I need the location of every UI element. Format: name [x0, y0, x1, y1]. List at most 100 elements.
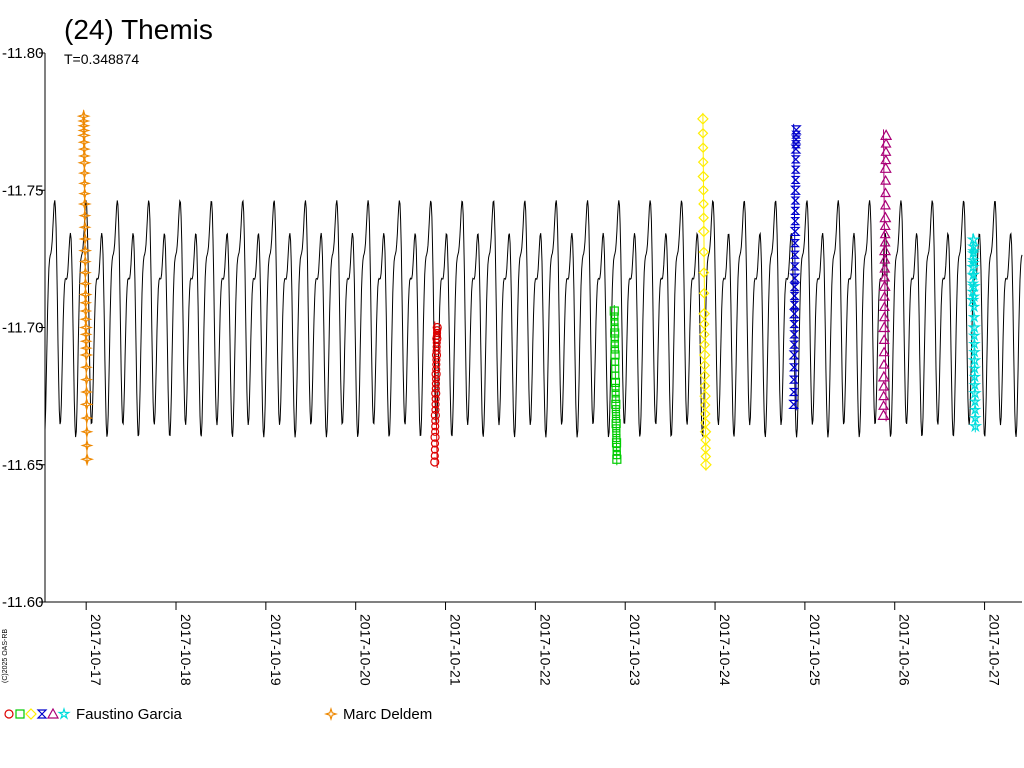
data-point — [79, 373, 94, 387]
data-point — [432, 328, 442, 338]
data-point — [77, 196, 92, 211]
data-point — [80, 425, 94, 439]
data-point — [880, 187, 892, 198]
data-point — [80, 411, 94, 425]
data-point — [699, 380, 711, 392]
data-point — [80, 438, 94, 453]
data-point — [77, 149, 91, 163]
series-square — [609, 305, 622, 466]
data-point — [611, 418, 621, 429]
series-star — [966, 232, 983, 433]
legend-label: Marc Deldem — [343, 706, 432, 723]
data-point — [968, 386, 982, 400]
data-point — [878, 301, 890, 312]
data-point — [79, 397, 94, 412]
data-point — [968, 361, 982, 375]
data-point — [790, 238, 801, 248]
x-tick-label: 2017-10-22 — [537, 614, 553, 686]
data-point — [878, 380, 890, 391]
data-point — [431, 405, 440, 414]
data-point — [968, 403, 982, 416]
data-point — [611, 371, 620, 380]
data-point — [879, 228, 891, 239]
legend-symbol-triangle — [46, 707, 60, 719]
data-point — [611, 399, 621, 409]
data-point — [790, 165, 801, 174]
data-point — [966, 232, 981, 246]
data-point — [880, 146, 892, 156]
data-point — [80, 452, 95, 467]
data-point — [698, 349, 711, 361]
data-point — [611, 409, 621, 419]
data-point — [431, 374, 441, 384]
data-point — [611, 414, 621, 423]
data-point — [611, 438, 622, 448]
legend-symbol-diamond — [25, 708, 37, 720]
y-tick-label: -11.75 — [2, 182, 43, 199]
data-point — [611, 389, 620, 398]
legend: Faustino Garcia Marc Deldem — [4, 706, 432, 723]
data-point — [788, 375, 799, 384]
data-point — [789, 273, 801, 283]
x-tick-label: 2017-10-25 — [807, 614, 823, 686]
data-point — [432, 355, 441, 364]
x-tick-label: 2017-10-17 — [88, 614, 104, 686]
data-point — [611, 394, 620, 403]
data-point — [79, 360, 93, 374]
data-point — [789, 262, 800, 271]
data-point — [878, 400, 890, 410]
x-tick-label: 2017-10-19 — [268, 614, 284, 686]
data-point — [431, 379, 441, 388]
series-bowtie — [788, 123, 802, 411]
data-point — [788, 387, 799, 397]
data-point — [698, 246, 710, 258]
data-point — [432, 342, 441, 351]
data-point — [699, 329, 710, 340]
legend-symbol-circle — [4, 709, 14, 719]
data-point — [432, 333, 442, 344]
data-point — [880, 137, 892, 148]
data-point — [699, 425, 712, 438]
data-point — [968, 378, 982, 391]
data-point — [967, 289, 981, 303]
data-point — [879, 262, 891, 273]
y-tick-label: -11.80 — [2, 45, 43, 62]
model-lightcurve — [44, 199, 1023, 438]
data-point — [789, 300, 800, 309]
data-point — [967, 328, 981, 342]
data-point — [878, 244, 892, 256]
data-point — [610, 312, 619, 321]
data-point — [78, 255, 92, 269]
data-point — [700, 458, 712, 471]
data-point — [878, 346, 890, 357]
data-point — [879, 199, 891, 210]
y-tick-label: -11.60 — [2, 594, 43, 611]
data-point — [699, 359, 711, 371]
data-point — [612, 424, 621, 433]
data-point — [612, 433, 621, 443]
data-point — [790, 217, 801, 226]
data-point — [431, 350, 442, 360]
y-tick-label: -11.65 — [2, 457, 43, 474]
data-point — [432, 360, 441, 369]
data-point — [431, 394, 440, 403]
data-point — [967, 268, 981, 281]
data-point — [878, 321, 891, 333]
data-point — [610, 339, 619, 349]
data-point — [430, 410, 440, 420]
data-point — [78, 209, 92, 223]
data-point — [430, 432, 440, 442]
data-point — [699, 370, 711, 381]
data-point — [968, 337, 981, 350]
x-tick-label: 2017-10-26 — [897, 614, 913, 686]
data-point — [967, 256, 980, 269]
data-point — [78, 220, 92, 234]
data-point — [78, 232, 92, 246]
chart-title: (24) Themis — [64, 14, 213, 45]
data-point — [879, 162, 892, 173]
data-point — [431, 416, 440, 425]
legend-entry: Marc Deldem — [324, 706, 432, 723]
data-point — [697, 170, 710, 183]
data-point — [879, 290, 891, 301]
